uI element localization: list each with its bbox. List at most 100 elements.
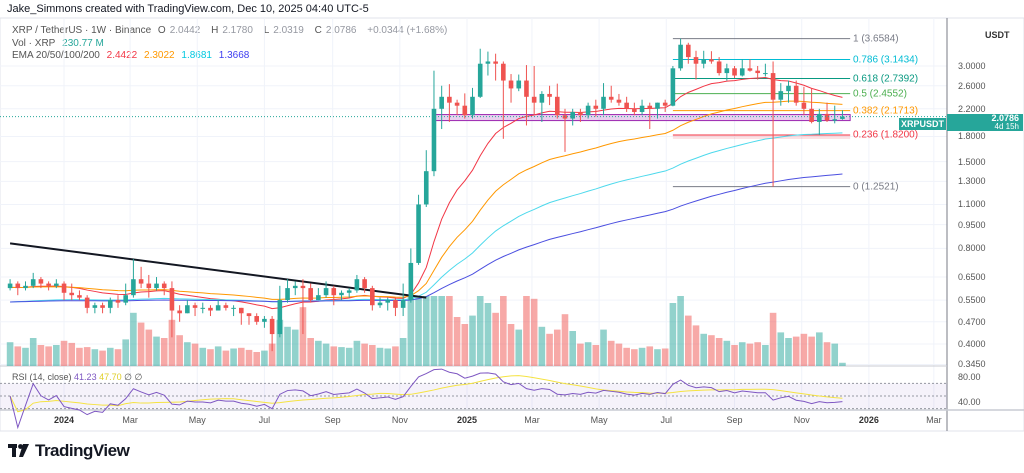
volume-bar [191, 343, 199, 366]
volume-bar [145, 329, 153, 366]
candle-body [531, 96, 537, 103]
candle-body [269, 318, 275, 335]
volume-bar [523, 296, 530, 366]
volume-bar [230, 348, 237, 366]
tradingview-logo[interactable]: TradingView [8, 441, 130, 461]
candle-body [84, 297, 90, 308]
x-tick-label: 2024 [54, 415, 75, 425]
candle-body [115, 300, 121, 303]
volume-bar [476, 296, 484, 366]
price-tag-countdown: 4d 15h [994, 122, 1019, 131]
x-tick-label: Jul [660, 415, 673, 425]
volume-bar [45, 346, 52, 366]
candle-body [385, 300, 391, 303]
volume-bar [53, 345, 60, 366]
high-label: H [211, 25, 219, 36]
y-tick-label: 0.4700 [958, 316, 986, 327]
candle-body [161, 283, 167, 289]
candle-body [501, 63, 506, 81]
tradingview-logo-icon [8, 444, 29, 457]
volume-bar [461, 324, 469, 366]
candle-body [123, 295, 128, 303]
candle-body [192, 305, 198, 308]
x-tick-label: Mar [926, 415, 942, 425]
ema200-value: 1.3668 [218, 50, 250, 61]
volume-bar [785, 338, 792, 366]
volume-bar [153, 336, 160, 366]
rsi-tick-label: 80.00 [958, 372, 981, 383]
fib-level-label: 0.5 (2.4552) [853, 88, 907, 100]
candle-body [146, 283, 152, 289]
candle-body [732, 68, 737, 76]
candle-body [69, 292, 75, 296]
rsi-empty-1: ∅ [124, 372, 132, 382]
rsi-ma-value: 47.70 [99, 372, 122, 382]
volume-bar [515, 329, 523, 366]
candle-body [840, 116, 845, 119]
candle-body [786, 85, 791, 92]
volume-bar [106, 347, 114, 366]
candle-body [300, 285, 306, 289]
volume-bar [6, 342, 14, 366]
volume-bar [615, 343, 623, 366]
candle-body [547, 93, 552, 97]
volume-bar [253, 352, 261, 366]
candle-body [408, 262, 414, 301]
volume-bar [762, 345, 769, 366]
ema-legend[interactable]: EMA 20/50/100/200 2.4422 2.3022 1.8681 1… [12, 50, 253, 61]
x-tick-label: Nov [793, 415, 810, 425]
candle-body [185, 305, 190, 314]
high-value: 2.1780 [222, 25, 253, 36]
candle-body [832, 119, 838, 121]
y-tick-label: 0.9500 [958, 219, 986, 230]
candle-body [61, 283, 67, 293]
volume-bar [353, 340, 361, 366]
volume-bar [661, 348, 669, 366]
volume-bar [114, 349, 122, 366]
volume-bar [669, 303, 677, 366]
y-tick-label: 2.2000 [958, 103, 986, 114]
candle-body [331, 288, 337, 296]
price-tag-symbol: XRPUSDT [899, 118, 946, 130]
volume-bar [600, 329, 607, 366]
volume-bar [415, 296, 422, 366]
volume-label: Vol · XRP [12, 38, 56, 49]
volume-bar [338, 347, 345, 366]
candle-body [30, 279, 36, 286]
candle-body [585, 105, 591, 116]
candle-body [763, 73, 768, 75]
candle-body [77, 295, 82, 298]
candle-body [686, 44, 691, 58]
symbol-title[interactable]: XRP / TetherUS · 1W · Binance [12, 25, 152, 36]
candle-body [7, 283, 13, 289]
candle-body [755, 70, 760, 74]
candle-body [277, 300, 283, 335]
volume-bar [68, 342, 76, 366]
volume-bar [738, 342, 746, 366]
volume-bar [438, 296, 445, 366]
volume-bar [399, 338, 407, 366]
candle-body [616, 99, 622, 103]
x-tick-label: Mar [524, 415, 540, 425]
candle-body [624, 102, 629, 109]
rsi-legend[interactable]: RSI (14, close) 41.23 47.70 ∅ ∅ [12, 372, 142, 383]
candle-body [524, 80, 529, 97]
volume-bar [816, 332, 823, 366]
fib-level-label: 0.382 (2.1713) [853, 105, 919, 117]
volume-bar [214, 346, 222, 366]
volume-bar [299, 307, 307, 366]
volume-legend[interactable]: Vol · XRP 230.77 M [12, 38, 108, 49]
candle-body [539, 93, 545, 103]
candle-body [824, 113, 830, 121]
candle-body [400, 300, 406, 308]
candle-body [554, 96, 560, 116]
volume-bar [91, 349, 99, 366]
volume-bar [199, 347, 207, 366]
volume-bar [76, 347, 83, 366]
candle-body [231, 307, 236, 309]
y-tick-label: 0.5500 [958, 295, 986, 306]
candle-body [46, 283, 51, 286]
fib-zone-fill [672, 134, 851, 139]
volume-bar [392, 346, 399, 366]
